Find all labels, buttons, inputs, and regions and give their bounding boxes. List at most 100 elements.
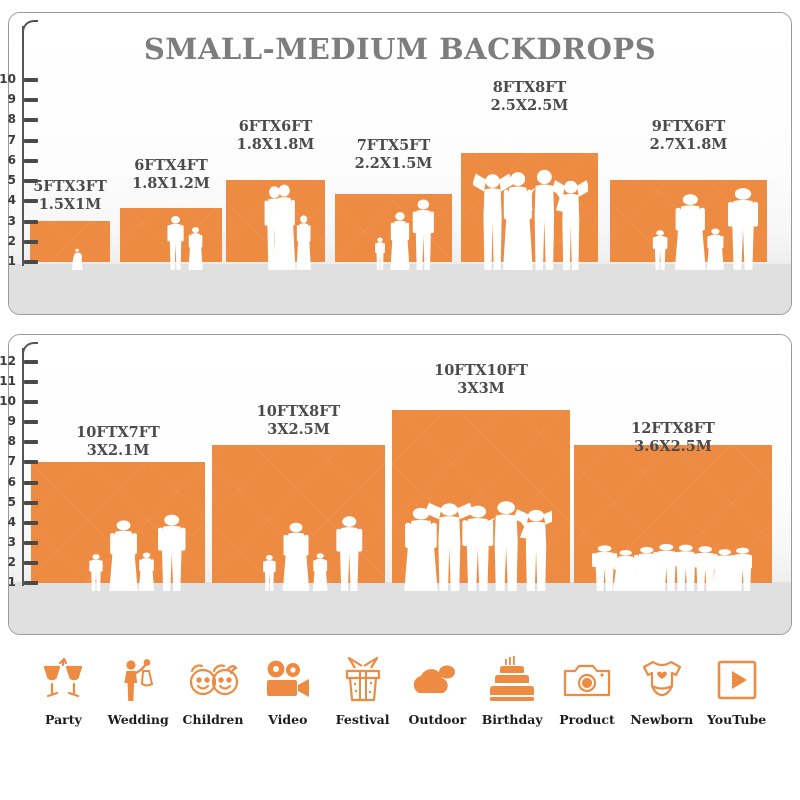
- bar-size-label: 9FTX6FT 2.7X1.8M: [599, 118, 779, 154]
- y-axis-tick-mark: [24, 360, 38, 364]
- bar-size-metric: 2.5X2.5M: [490, 97, 569, 114]
- y-axis-tick-mark: [24, 199, 38, 204]
- y-axis-tick-label: 6: [7, 474, 16, 489]
- bar-size-imperial: 10FTX8FT: [256, 403, 341, 420]
- use-case-label: YouTube: [706, 712, 767, 727]
- bar-size-label: 7FTX5FT 2.2X1.5M: [304, 137, 484, 173]
- fabric-weave-pattern: [30, 221, 110, 262]
- floor-strip: [9, 264, 791, 314]
- bar-size-label: 6FTX6FT 1.8X1.8M: [186, 118, 366, 154]
- photo-camera-icon: [558, 652, 616, 708]
- y-axis-tick-mark: [24, 420, 38, 425]
- y-axis-tick-mark: [24, 138, 38, 143]
- bar-size-metric: 3.6X2.5M: [634, 438, 712, 455]
- tiered-cake-icon: [483, 652, 541, 708]
- y-axis-tick-label: 2: [7, 233, 16, 248]
- y-axis-tick-mark: [24, 158, 38, 163]
- bar-size-label: 8FTX8FT 2.5X2.5M: [440, 79, 620, 115]
- y-axis-tick-mark: [24, 560, 38, 565]
- page-title: SMALL-MEDIUM BACKDROPS: [143, 32, 657, 66]
- y-axis-tick-mark: [24, 78, 38, 82]
- bar-size-label: 10FTX10FT 3X3M: [391, 362, 571, 398]
- use-case-label: Product: [559, 712, 615, 727]
- backdrop-size-bar[interactable]: [30, 221, 110, 262]
- bar-size-metric: 1.5X1M: [38, 196, 102, 213]
- use-case-item-product[interactable]: Product: [550, 652, 625, 727]
- gift-box-icon: [334, 652, 392, 708]
- y-axis-cap-chart-2: [22, 342, 38, 358]
- champagne-toast-icon: [34, 652, 92, 708]
- y-axis-tick-label: 12: [0, 354, 16, 368]
- y-axis-tick-mark: [24, 400, 38, 405]
- bride-groom-icon: [109, 652, 167, 708]
- use-case-item-party[interactable]: Party: [26, 652, 101, 727]
- y-axis-tick-label: 3: [7, 534, 16, 549]
- y-axis-chart-1: [22, 26, 24, 266]
- bar-size-metric: 1.8X1.2M: [132, 175, 210, 192]
- bar-size-label: 10FTX8FT 3X2.5M: [209, 403, 389, 439]
- baby-onesie-icon: [633, 652, 691, 708]
- y-axis-tick-mark: [24, 500, 38, 505]
- backdrop-size-bar[interactable]: [392, 410, 570, 583]
- bar-size-imperial: 10FTX7FT: [76, 424, 160, 441]
- y-axis-tick-mark: [24, 380, 38, 385]
- y-axis-tick-label: 6: [7, 152, 16, 167]
- y-axis-cap-chart-1: [22, 20, 38, 36]
- y-axis-tick-label: 7: [7, 132, 16, 147]
- backdrop-size-bar[interactable]: [212, 444, 385, 583]
- use-case-label: Outdoor: [408, 712, 467, 727]
- y-axis-tick-mark: [24, 118, 38, 123]
- y-axis-tick-label: 1: [7, 575, 16, 589]
- y-axis-tick-mark: [24, 239, 38, 244]
- backdrop-size-bar[interactable]: [120, 207, 222, 262]
- use-case-label: Video: [268, 712, 308, 727]
- bar-size-metric: 3X3M: [457, 380, 505, 397]
- backdrop-size-bar[interactable]: [574, 444, 772, 583]
- bar-size-metric: 2.2X1.5M: [354, 155, 433, 172]
- y-axis-tick-label: 5: [7, 494, 16, 509]
- use-case-label: Party: [45, 712, 82, 727]
- bar-size-imperial: 8FTX8FT: [492, 79, 567, 96]
- bar-size-label: 6FTX4FT 1.8X1.2M: [81, 157, 261, 193]
- use-case-item-children[interactable]: Children: [176, 652, 251, 727]
- y-axis-tick-label: 8: [7, 112, 16, 127]
- bar-size-imperial: 10FTX10FT: [434, 362, 528, 379]
- use-case-label: Birthday: [481, 712, 543, 727]
- y-axis-tick-label: 2: [7, 554, 16, 569]
- use-case-label: Newborn: [630, 712, 694, 727]
- y-axis-tick-label: 7: [7, 454, 16, 469]
- backdrop-size-bar[interactable]: [335, 194, 452, 262]
- backdrop-size-bar[interactable]: [31, 461, 205, 583]
- use-case-item-newborn[interactable]: Newborn: [624, 652, 699, 727]
- use-case-item-youtube[interactable]: YouTube: [699, 652, 774, 727]
- y-axis-tick-label: 8: [7, 434, 16, 449]
- bar-size-imperial: 5FTX3FT: [33, 178, 107, 195]
- use-case-item-video[interactable]: Video: [250, 652, 325, 727]
- bar-size-imperial: 9FTX6FT: [651, 118, 726, 135]
- fabric-weave-pattern: [120, 207, 222, 262]
- use-case-item-festival[interactable]: Festival: [325, 652, 400, 727]
- bar-size-imperial: 12FTX8FT: [631, 420, 715, 437]
- bar-size-metric: 3X2.5M: [267, 421, 330, 438]
- y-axis-tick-label: 10: [0, 394, 16, 409]
- backdrop-size-bar[interactable]: [610, 180, 767, 262]
- fabric-weave-pattern: [574, 444, 772, 583]
- y-axis-tick-label: 4: [7, 514, 16, 529]
- y-axis-tick-mark: [24, 260, 38, 264]
- use-case-item-wedding[interactable]: Wedding: [101, 652, 176, 727]
- use-case-label: Children: [182, 712, 244, 727]
- fabric-weave-pattern: [212, 444, 385, 583]
- bar-size-metric: 3X2.1M: [86, 442, 150, 459]
- y-axis-tick-mark: [24, 98, 38, 103]
- bar-size-imperial: 6FTX6FT: [238, 118, 313, 135]
- y-axis-tick-mark: [24, 179, 38, 184]
- y-axis-tick-label: 11: [0, 374, 16, 389]
- use-case-item-birthday[interactable]: Birthday: [475, 652, 550, 727]
- bar-size-metric: 2.7X1.8M: [649, 136, 728, 153]
- use-case-strip: Party Wedding Children Video: [0, 652, 800, 762]
- use-case-item-outdoor[interactable]: Outdoor: [400, 652, 475, 727]
- y-axis-tick-mark: [24, 219, 38, 224]
- fabric-weave-pattern: [392, 410, 570, 583]
- y-axis-tick-mark: [24, 520, 38, 525]
